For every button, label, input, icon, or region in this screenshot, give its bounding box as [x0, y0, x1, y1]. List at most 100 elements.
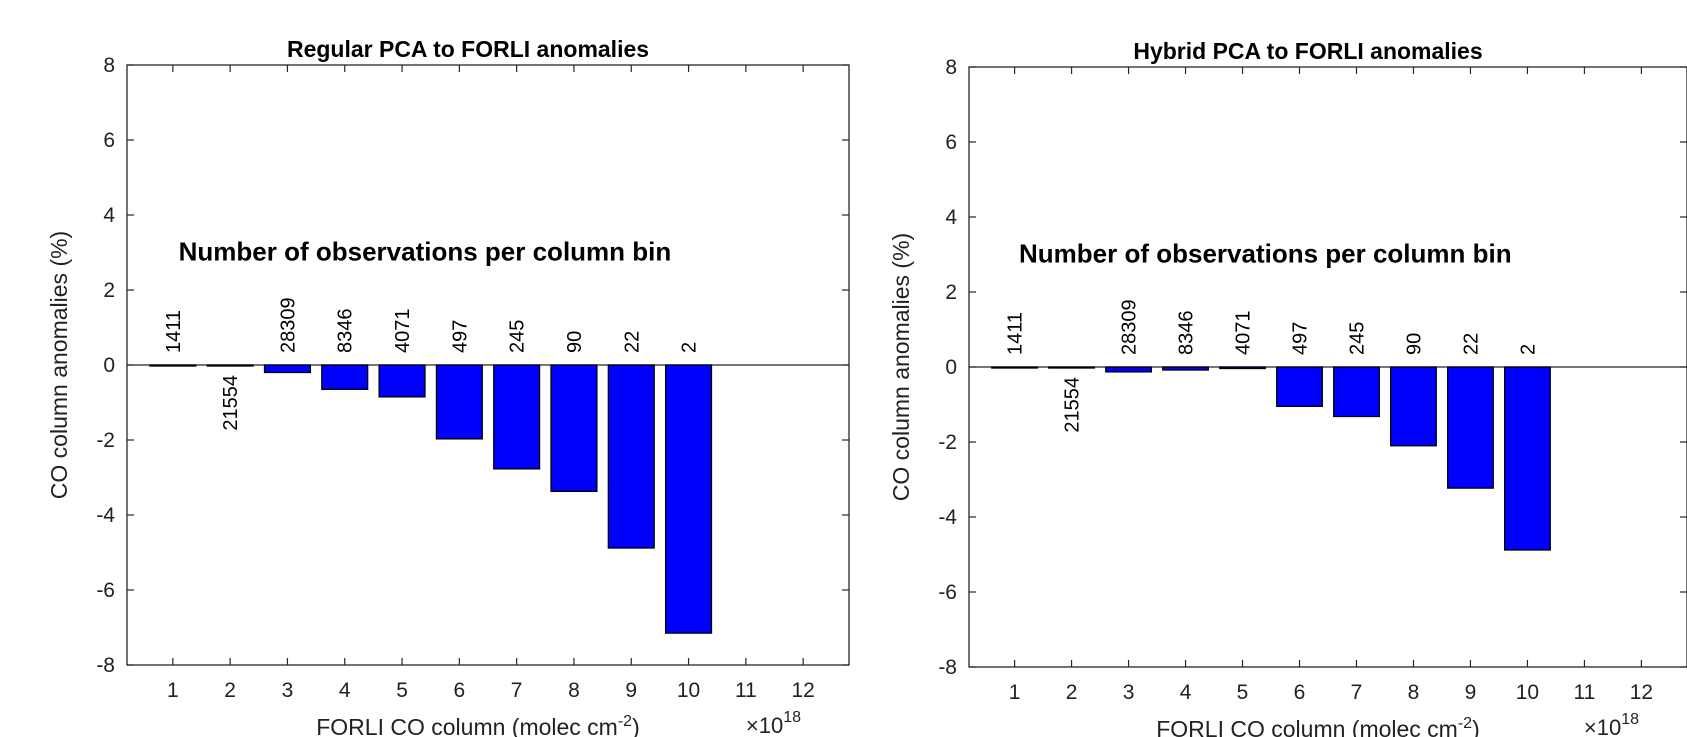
y-tick-label: 6: [103, 129, 115, 152]
annotation-label: Number of observations per column bin: [179, 237, 672, 267]
bar-8: [550, 364, 598, 493]
x-tick-label: 12: [791, 679, 814, 702]
y-tick-label: -6: [96, 579, 115, 602]
x-axis-multiplier-exponent: 18: [783, 709, 801, 726]
y-tick-label: -8: [938, 656, 957, 679]
x-tick-label: 10: [677, 679, 700, 702]
bar-4: [1162, 366, 1209, 371]
count-label: 497: [449, 320, 471, 353]
x-tick-label: 4: [1180, 681, 1192, 704]
count-label: 22: [621, 331, 643, 353]
x-axis-label-main: FORLI CO column (molec cm: [316, 714, 618, 737]
bar-4: [321, 364, 369, 391]
y-tick-label: -4: [938, 506, 957, 529]
bar-10: [664, 364, 713, 634]
x-axis-multiplier: ×1018: [1584, 711, 1639, 737]
x-tick-label: 7: [1351, 681, 1363, 704]
x-tick-label: 11: [1574, 681, 1596, 704]
count-label: 497: [1290, 322, 1312, 355]
count-label: 1411: [163, 310, 185, 353]
count-label: 28309: [1119, 299, 1141, 355]
bar-7: [1333, 366, 1380, 418]
x-tick-label: 5: [396, 679, 408, 702]
bar-6: [435, 364, 483, 440]
y-tick-label: -2: [96, 429, 115, 452]
x-tick-label: 3: [282, 679, 294, 702]
y-tick-label: 0: [945, 356, 957, 379]
y-tick-label: 8: [945, 56, 957, 79]
x-tick-label: 9: [625, 679, 637, 702]
y-tick-label: 2: [945, 281, 957, 304]
y-tick-label: -2: [938, 431, 957, 454]
chart-title: Regular PCA to FORLI anomalies: [287, 36, 649, 62]
count-label: 22: [1460, 333, 1482, 355]
bar-3: [1105, 366, 1152, 373]
bar-1: [991, 366, 1039, 369]
y-tick-label: 8: [103, 54, 115, 77]
x-tick-label: 1: [1009, 681, 1021, 704]
bar-9: [1447, 366, 1494, 489]
x-axis-label-end: ): [1472, 716, 1480, 737]
x-axis-multiplier-base: ×10: [1584, 715, 1621, 737]
x-tick-label: 3: [1123, 681, 1135, 704]
bar-10: [1504, 366, 1551, 551]
count-label: 2: [1517, 344, 1539, 355]
x-axis-label-superscript: -2: [1458, 715, 1472, 732]
count-label: 8346: [1176, 311, 1198, 356]
y-tick-label: 4: [103, 204, 115, 227]
count-label: 90: [564, 331, 586, 353]
x-axis-label-superscript: -2: [618, 713, 632, 730]
bar-2: [1048, 366, 1096, 369]
count-label: 4071: [1233, 311, 1255, 356]
count-label: 245: [507, 320, 529, 353]
x-tick-label: 12: [1630, 681, 1653, 704]
x-tick-label: 1: [167, 679, 179, 702]
x-axis-multiplier-base: ×10: [746, 713, 783, 737]
x-tick-label: 2: [1066, 681, 1078, 704]
y-tick-label: 4: [945, 206, 957, 229]
y-tick-label: 6: [945, 131, 957, 154]
y-axis-label: CO column anomalies (%): [888, 233, 914, 501]
bar-5: [1219, 366, 1266, 370]
x-tick-label: 5: [1237, 681, 1249, 704]
chart-title: Hybrid PCA to FORLI anomalies: [1133, 38, 1482, 64]
count-label: 90: [1403, 333, 1425, 355]
x-axis-label-end: ): [632, 714, 640, 737]
y-tick-label: -4: [96, 504, 115, 527]
count-label: 245: [1346, 322, 1368, 355]
x-tick-label: 10: [1516, 681, 1539, 704]
x-tick-label: 2: [224, 679, 236, 702]
count-label: 28309: [277, 297, 299, 353]
x-tick-label: 8: [568, 679, 580, 702]
x-tick-label: 6: [454, 679, 466, 702]
annotation-label: Number of observations per column bin: [1019, 239, 1512, 269]
x-axis-label: FORLI CO column (molec cm-2): [1156, 715, 1480, 737]
y-tick-label: -8: [96, 654, 115, 677]
x-axis-label: FORLI CO column (molec cm-2): [316, 713, 640, 737]
bar-8: [1390, 366, 1437, 447]
x-tick-label: 8: [1408, 681, 1420, 704]
count-label: 4071: [392, 309, 414, 354]
count-label: 21554: [1062, 377, 1084, 433]
count-label: 1411: [1005, 312, 1027, 355]
y-tick-label: 0: [103, 354, 115, 377]
x-tick-label: 9: [1465, 681, 1477, 704]
bar-1: [149, 364, 197, 367]
x-axis-label-main: FORLI CO column (molec cm: [1156, 716, 1458, 737]
x-axis-multiplier-exponent: 18: [1621, 711, 1639, 728]
bar-5: [378, 364, 426, 398]
x-tick-label: 6: [1294, 681, 1306, 704]
x-tick-label: 7: [511, 679, 523, 702]
count-label: 21554: [220, 375, 242, 431]
y-tick-label: 2: [103, 279, 115, 302]
x-tick-label: 4: [339, 679, 351, 702]
x-axis-multiplier: ×1018: [746, 709, 801, 737]
bar-9: [607, 364, 655, 549]
bar-3: [263, 364, 312, 374]
bar-6: [1276, 366, 1323, 408]
count-label: 2: [679, 342, 701, 353]
y-tick-label: -6: [938, 581, 957, 604]
